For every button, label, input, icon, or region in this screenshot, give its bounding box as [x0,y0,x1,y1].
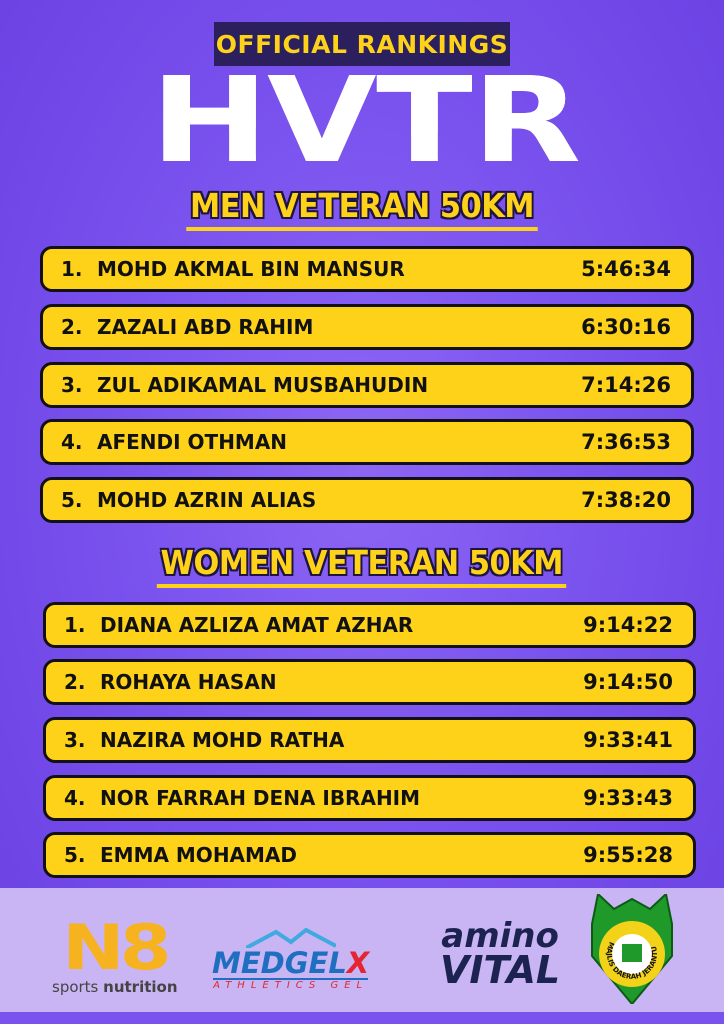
rank-number: 4. [64,786,86,810]
mountain-icon [245,928,336,948]
athlete-name: NAZIRA MOHD RATHA [100,728,345,752]
rank-number: 5. [61,488,83,512]
logo-letter: T [375,51,473,189]
athlete-name: MOHD AKMAL BIN MANSUR [97,257,405,281]
ranking-row: 3. NAZIRA MOHD RATHA 9:33:41 [43,717,696,763]
women-section-title: WOMEN VETERAN 50KM [0,543,724,588]
ranking-row: 5. EMMA MOHAMAD 9:55:28 [43,832,696,878]
sponsor-footer: N8 sports nutrition MEDGELX ATHLETICS GE… [0,888,724,1012]
ranking-row: 1. DIANA AZLIZA AMAT AZHAR 9:14:22 [43,602,696,648]
ranking-row: 4. NOR FARRAH DENA IBRAHIM 9:33:43 [43,775,696,821]
athlete-name: DIANA AZLIZA AMAT AZHAR [100,613,414,637]
logo-letter: V [266,51,377,189]
rank-number: 2. [61,315,83,339]
finish-time: 7:36:53 [581,430,671,454]
athlete-name: ZUL ADIKAMAL MUSBAHUDIN [97,373,429,397]
bottom-strip [0,1012,724,1024]
men-section-title: MEN VETERAN 50KM [0,186,724,231]
ranking-row: 2. ZAZALI ABD RAHIM 6:30:16 [40,304,694,350]
athlete-name: MOHD AZRIN ALIAS [97,488,317,512]
logo-letter: H [150,51,269,189]
finish-time: 9:14:50 [583,670,673,694]
official-rankings-badge: OFFICIAL RANKINGS [214,22,510,66]
rank-number: 3. [64,728,86,752]
finish-time: 9:33:43 [583,786,673,810]
athlete-name: NOR FARRAH DENA IBRAHIM [100,786,421,810]
athlete-name: AFENDI OTHMAN [97,430,288,454]
rank-number: 3. [61,373,83,397]
rank-number: 4. [61,430,83,454]
n8-logo: N8 sports nutrition [52,911,178,997]
athlete-name: ROHAYA HASAN [100,670,277,694]
ranking-row: 4. AFENDI OTHMAN 7:36:53 [40,419,694,465]
majlis-daerah-jerantut-crest: MAJLIS DAERAH JERANTUT [586,888,676,1006]
ranking-row: 3. ZUL ADIKAMAL MUSBAHUDIN 7:14:26 [40,362,694,408]
athlete-name: EMMA MOHAMAD [100,843,298,867]
ranking-row: 1. MOHD AKMAL BIN MANSUR 5:46:34 [40,246,694,292]
rank-number: 1. [61,257,83,281]
rank-number: 2. [64,670,86,694]
ranking-row: 2. ROHAYA HASAN 9:14:50 [43,659,696,705]
amino-vital-logo: amino VITAL [440,916,561,992]
medgelx-logo: MEDGELX ATHLETICS GEL [212,928,369,991]
finish-time: 9:55:28 [583,843,673,867]
ranking-row: 5. MOHD AZRIN ALIAS 7:38:20 [40,477,694,523]
rank-number: 5. [64,843,86,867]
finish-time: 5:46:34 [581,257,671,281]
athlete-name: ZAZALI ABD RAHIM [97,315,314,339]
finish-time: 7:38:20 [581,488,671,512]
finish-time: 6:30:16 [581,315,671,339]
finish-time: 9:33:41 [583,728,673,752]
rank-number: 1. [64,613,86,637]
finish-time: 7:14:26 [581,373,671,397]
finish-time: 9:14:22 [583,613,673,637]
logo-letter: R [472,51,581,189]
